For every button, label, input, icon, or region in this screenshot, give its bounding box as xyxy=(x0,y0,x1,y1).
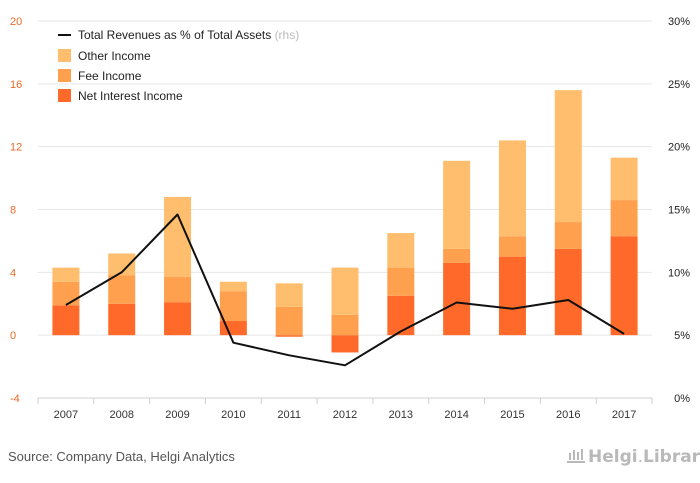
building-icon xyxy=(567,449,585,463)
legend-label-fee-income: Fee Income xyxy=(78,69,142,83)
bar-fee-income-2009 xyxy=(164,277,192,303)
bar-net-interest-income-2013 xyxy=(387,295,415,336)
legend-swatch-fee-income xyxy=(58,69,71,82)
x-tick-label: 2011 xyxy=(277,409,301,421)
bar-fee-income-2017 xyxy=(610,200,638,237)
x-tick-label: 2008 xyxy=(109,409,133,421)
bar-other-income-2016 xyxy=(554,90,582,223)
bar-net-interest-income-2008 xyxy=(108,303,136,336)
y-right-tick-label: 30% xyxy=(668,16,690,28)
bar-fee-income-2012 xyxy=(331,314,359,336)
bar-net-interest-income-2011 xyxy=(275,335,303,337)
y-right-tick-label: 0% xyxy=(674,393,690,405)
bar-fee-income-2015 xyxy=(498,236,526,257)
y-left-tick-label: 0 xyxy=(10,330,16,342)
bar-net-interest-income-2016 xyxy=(554,248,582,336)
bar-fee-income-2008 xyxy=(108,275,136,304)
bar-fee-income-2011 xyxy=(275,306,303,336)
bar-fee-income-2007 xyxy=(52,281,80,306)
source-note: Source: Company Data, Helgi Analytics xyxy=(8,449,235,464)
legend: Total Revenues as % of Total Assets (rhs… xyxy=(58,28,299,103)
legend-swatch-net-interest-income xyxy=(58,89,71,102)
legend-swatch-other-income xyxy=(58,49,71,62)
y-right-tick-label: 5% xyxy=(674,330,690,342)
bars xyxy=(52,90,638,353)
x-tick-label: 2017 xyxy=(612,409,636,421)
logo-dot: . xyxy=(637,447,643,467)
x-tick-label: 2013 xyxy=(389,409,413,421)
helgi-library-logo[interactable]: Helgi.Library xyxy=(566,446,700,467)
x-tick-label: 2010 xyxy=(221,409,245,421)
bar-other-income-2013 xyxy=(387,233,415,268)
axes: 2007 2008 2009 2010 2011 2012 2013 2014 2015 2016… xyxy=(10,16,690,421)
y-right-tick-label: 20% xyxy=(668,142,690,154)
x-tick-label: 2015 xyxy=(500,409,524,421)
bar-fee-income-2010 xyxy=(219,291,247,322)
y-right-tick-label: 15% xyxy=(668,205,690,217)
legend-label-other-income: Other Income xyxy=(78,49,151,63)
bar-other-income-2011 xyxy=(275,283,303,307)
x-tick-label: 2007 xyxy=(54,409,78,421)
bar-other-income-2008 xyxy=(108,253,136,276)
bar-net-interest-income-2012 xyxy=(331,335,359,353)
y-left-tick-label: 4 xyxy=(10,267,16,279)
bar-other-income-2007 xyxy=(52,267,80,282)
x-tick-label: 2014 xyxy=(444,409,468,421)
chart: 2007 2008 2009 2010 2011 2012 2013 2014 2015 2016… xyxy=(10,16,690,421)
x-tick-label: 2009 xyxy=(165,409,189,421)
bar-other-income-2010 xyxy=(219,281,247,292)
bar-fee-income-2016 xyxy=(554,222,582,249)
bar-fee-income-2013 xyxy=(387,267,415,296)
bar-net-interest-income-2010 xyxy=(219,321,247,336)
y-right-tick-label: 10% xyxy=(668,267,690,279)
bar-other-income-2012 xyxy=(331,267,359,315)
bar-other-income-2014 xyxy=(443,160,471,249)
bar-net-interest-income-2017 xyxy=(610,236,638,336)
bar-net-interest-income-2007 xyxy=(52,305,80,336)
bar-fee-income-2014 xyxy=(443,248,471,263)
y-left-tick-label: 20 xyxy=(10,16,22,28)
legend-label-total-revenues: Total Revenues as % of Total Assets (rhs… xyxy=(78,28,299,42)
revenue-line xyxy=(65,213,625,367)
y-left-tick-label: 12 xyxy=(10,142,22,154)
logo-suffix: Library xyxy=(643,447,700,467)
line-total-revenues xyxy=(65,213,625,367)
y-left-tick-label: 8 xyxy=(10,205,16,217)
bar-net-interest-income-2009 xyxy=(164,302,192,336)
bar-net-interest-income-2015 xyxy=(498,256,526,336)
y-right-tick-label: 25% xyxy=(668,79,690,91)
bar-other-income-2015 xyxy=(498,140,526,237)
bar-other-income-2017 xyxy=(610,157,638,201)
x-tick-label: 2012 xyxy=(333,409,357,421)
y-left-tick-label: 16 xyxy=(10,79,22,91)
y-left-tick-label: -4 xyxy=(10,393,20,405)
legend-label-net-interest-income: Net Interest Income xyxy=(78,89,183,103)
bar-net-interest-income-2014 xyxy=(443,262,471,336)
logo-brand: Helgi xyxy=(588,447,638,467)
x-tick-label: 2016 xyxy=(556,409,580,421)
legend-rhs-note: (rhs) xyxy=(275,28,300,42)
